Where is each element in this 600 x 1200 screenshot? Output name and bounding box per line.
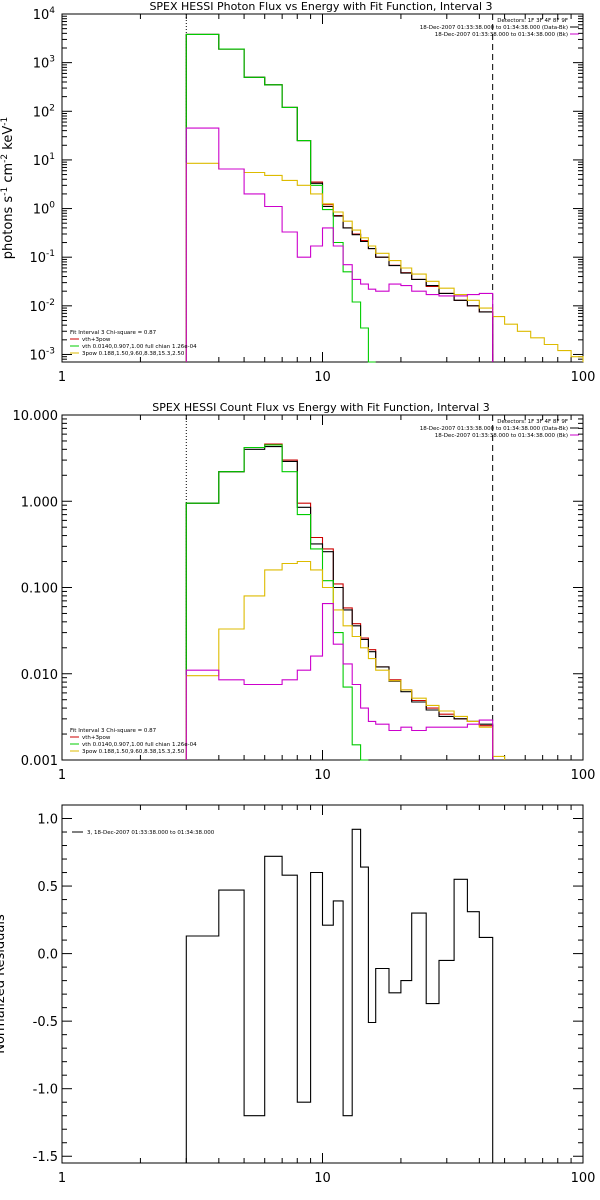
y-tick-exponent: 2 (49, 103, 55, 113)
plot-frame (61, 804, 584, 1164)
y-tick-label: 10-2 (29, 298, 55, 315)
y-tick-label: 101 (33, 152, 55, 169)
header-line: 18-Dec-2007 01:33:38.000 to 01:34:38.000… (435, 433, 568, 439)
y-tick-exponent: 1 (49, 152, 55, 162)
y-tick-label: -0.5 (33, 1015, 58, 1030)
x-tick-label: 100 (571, 370, 596, 385)
y-tick-exponent: -2 (46, 298, 55, 308)
series-line-1 (185, 446, 494, 760)
y-axis-label-part: cm (1, 163, 16, 187)
header-line: 18-Dec-2007 01:33:38.000 to 01:34:38.000… (420, 25, 568, 31)
y-tick-label: 0.5 (37, 880, 58, 895)
y-tick-label: 0.001 (21, 754, 58, 769)
legend-label: 3, 18-Dec-2007 01:33:38.000 to 01:34:38.… (87, 830, 215, 836)
y-tick-label: 100 (33, 201, 56, 218)
series-line-2 (185, 33, 376, 363)
y-tick-base: 10 (29, 300, 46, 315)
y-tick-exponent: 3 (49, 55, 55, 65)
y-axis-label: photons s-1 cm-2 keV-1 (0, 117, 16, 259)
chart-marks (185, 14, 584, 363)
y-tick-label: 10-3 (29, 346, 55, 363)
header-line: Detectors: 1F 3F 4F 8F 9F (497, 419, 568, 425)
series-line-4 (185, 603, 494, 760)
count-flux-chart: SPEX HESSI Count Flux vs Energy with Fit… (13, 401, 596, 783)
legend-label: vth 0.0140,0.907,1.00 full chian 1.26e-0… (82, 742, 197, 748)
header-line: Detectors: 1F 3F 4F 8F 9F (497, 18, 568, 24)
x-tick-label: 10 (314, 768, 331, 783)
axes: 1 10 100 0.001 0.010 0.100 1.000 10.000 (13, 409, 596, 783)
x-tick-label: 10 (314, 370, 331, 385)
y-tick-label: -1.0 (33, 1083, 58, 1098)
y-tick-base: 10 (33, 105, 50, 120)
series-line-2 (185, 444, 369, 761)
legend-label: 3pow 0.188,1.50,9.60,8.38,15.3,2.50 (82, 749, 185, 755)
residuals-chart: 1 10 100 -1.5 -1.0 -0.5 0.0 0.5 1.0 Normalized Re… (0, 804, 596, 1186)
chart-marks (185, 415, 506, 761)
annotations: 3, 18-Dec-2007 01:33:38.000 to 01:34:38.… (72, 830, 215, 836)
series-line-3 (185, 162, 584, 362)
chart-title: SPEX HESSI Count Flux vs Energy with Fit… (152, 401, 489, 414)
chart-marks (185, 828, 494, 1163)
y-tick-base: 10 (29, 348, 46, 363)
y-tick-base: 10 (33, 8, 50, 23)
y-tick-label: 102 (33, 103, 55, 120)
y-axis-label-part: -1 (0, 117, 10, 126)
fit-info: Fit Interval 3 Chi-square = 0.87 (70, 330, 157, 336)
series-line-0 (185, 828, 494, 1163)
y-tick-label: -1.5 (33, 1150, 58, 1165)
series-line-3 (185, 560, 506, 760)
series-line-0 (185, 443, 494, 760)
y-tick-label: 0.010 (21, 668, 58, 683)
y-axis-label-part: keV (1, 126, 16, 154)
y-tick-exponent: -3 (46, 346, 55, 356)
y-tick-label: 0.100 (21, 582, 58, 597)
y-tick-exponent: 0 (49, 201, 55, 211)
series-line-4 (185, 127, 494, 362)
y-tick-label: 103 (33, 55, 55, 72)
series-line-1 (185, 33, 494, 362)
photon-flux-chart: SPEX HESSI Photon Flux vs Energy with Fi… (0, 0, 595, 385)
x-tick-label: 1 (58, 1171, 66, 1186)
x-tick-label: 10 (314, 1171, 331, 1186)
y-tick-label: 1.000 (21, 495, 58, 510)
y-tick-base: 10 (33, 203, 50, 218)
y-axis-label-part: -2 (0, 154, 10, 163)
x-tick-label: 100 (571, 1171, 596, 1186)
y-tick-base: 10 (33, 57, 50, 72)
header-line: 18-Dec-2007 01:33:38.000 to 01:34:38.000… (420, 426, 568, 432)
y-tick-label: 10.000 (13, 409, 59, 424)
y-tick-label: 10-1 (29, 249, 55, 266)
y-tick-base: 10 (29, 251, 46, 266)
x-tick-label: 1 (58, 370, 66, 385)
y-tick-label: 1.0 (37, 813, 58, 828)
x-tick-label: 100 (571, 768, 596, 783)
y-tick-label: 104 (33, 6, 56, 23)
x-tick-label: 1 (58, 768, 66, 783)
legend-label: 3pow 0.188,1.50,9.60,8.38,15.3,2.50 (82, 351, 185, 357)
axes: 1 10 10010-310-210-1100101102103104photons… (0, 6, 595, 385)
y-tick-exponent: -1 (46, 249, 55, 259)
y-tick-base: 10 (33, 154, 50, 169)
legend-label: vth+3pow (82, 337, 111, 343)
fit-info: Fit Interval 3 Chi-square = 0.87 (70, 728, 157, 734)
series-line-0 (185, 33, 494, 362)
legend-label: vth+3pow (82, 735, 111, 741)
axes: 1 10 100 -1.5 -1.0 -0.5 0.0 0.5 1.0 Normalized Re… (0, 804, 596, 1186)
y-axis-label-part: -1 (0, 187, 10, 196)
y-axis-label: Normalized Residuals (0, 914, 8, 1054)
y-tick-exponent: 4 (49, 6, 55, 16)
chart-title: SPEX HESSI Photon Flux vs Energy with Fi… (149, 0, 492, 13)
y-tick-label: 0.0 (37, 948, 58, 963)
y-axis-label-part: photons s (1, 196, 16, 260)
header-line: 18-Dec-2007 01:33:38.000 to 01:34:38.000… (435, 32, 568, 38)
legend-label: vth 0.0140,0.907,1.00 full chian 1.26e-0… (82, 344, 197, 350)
